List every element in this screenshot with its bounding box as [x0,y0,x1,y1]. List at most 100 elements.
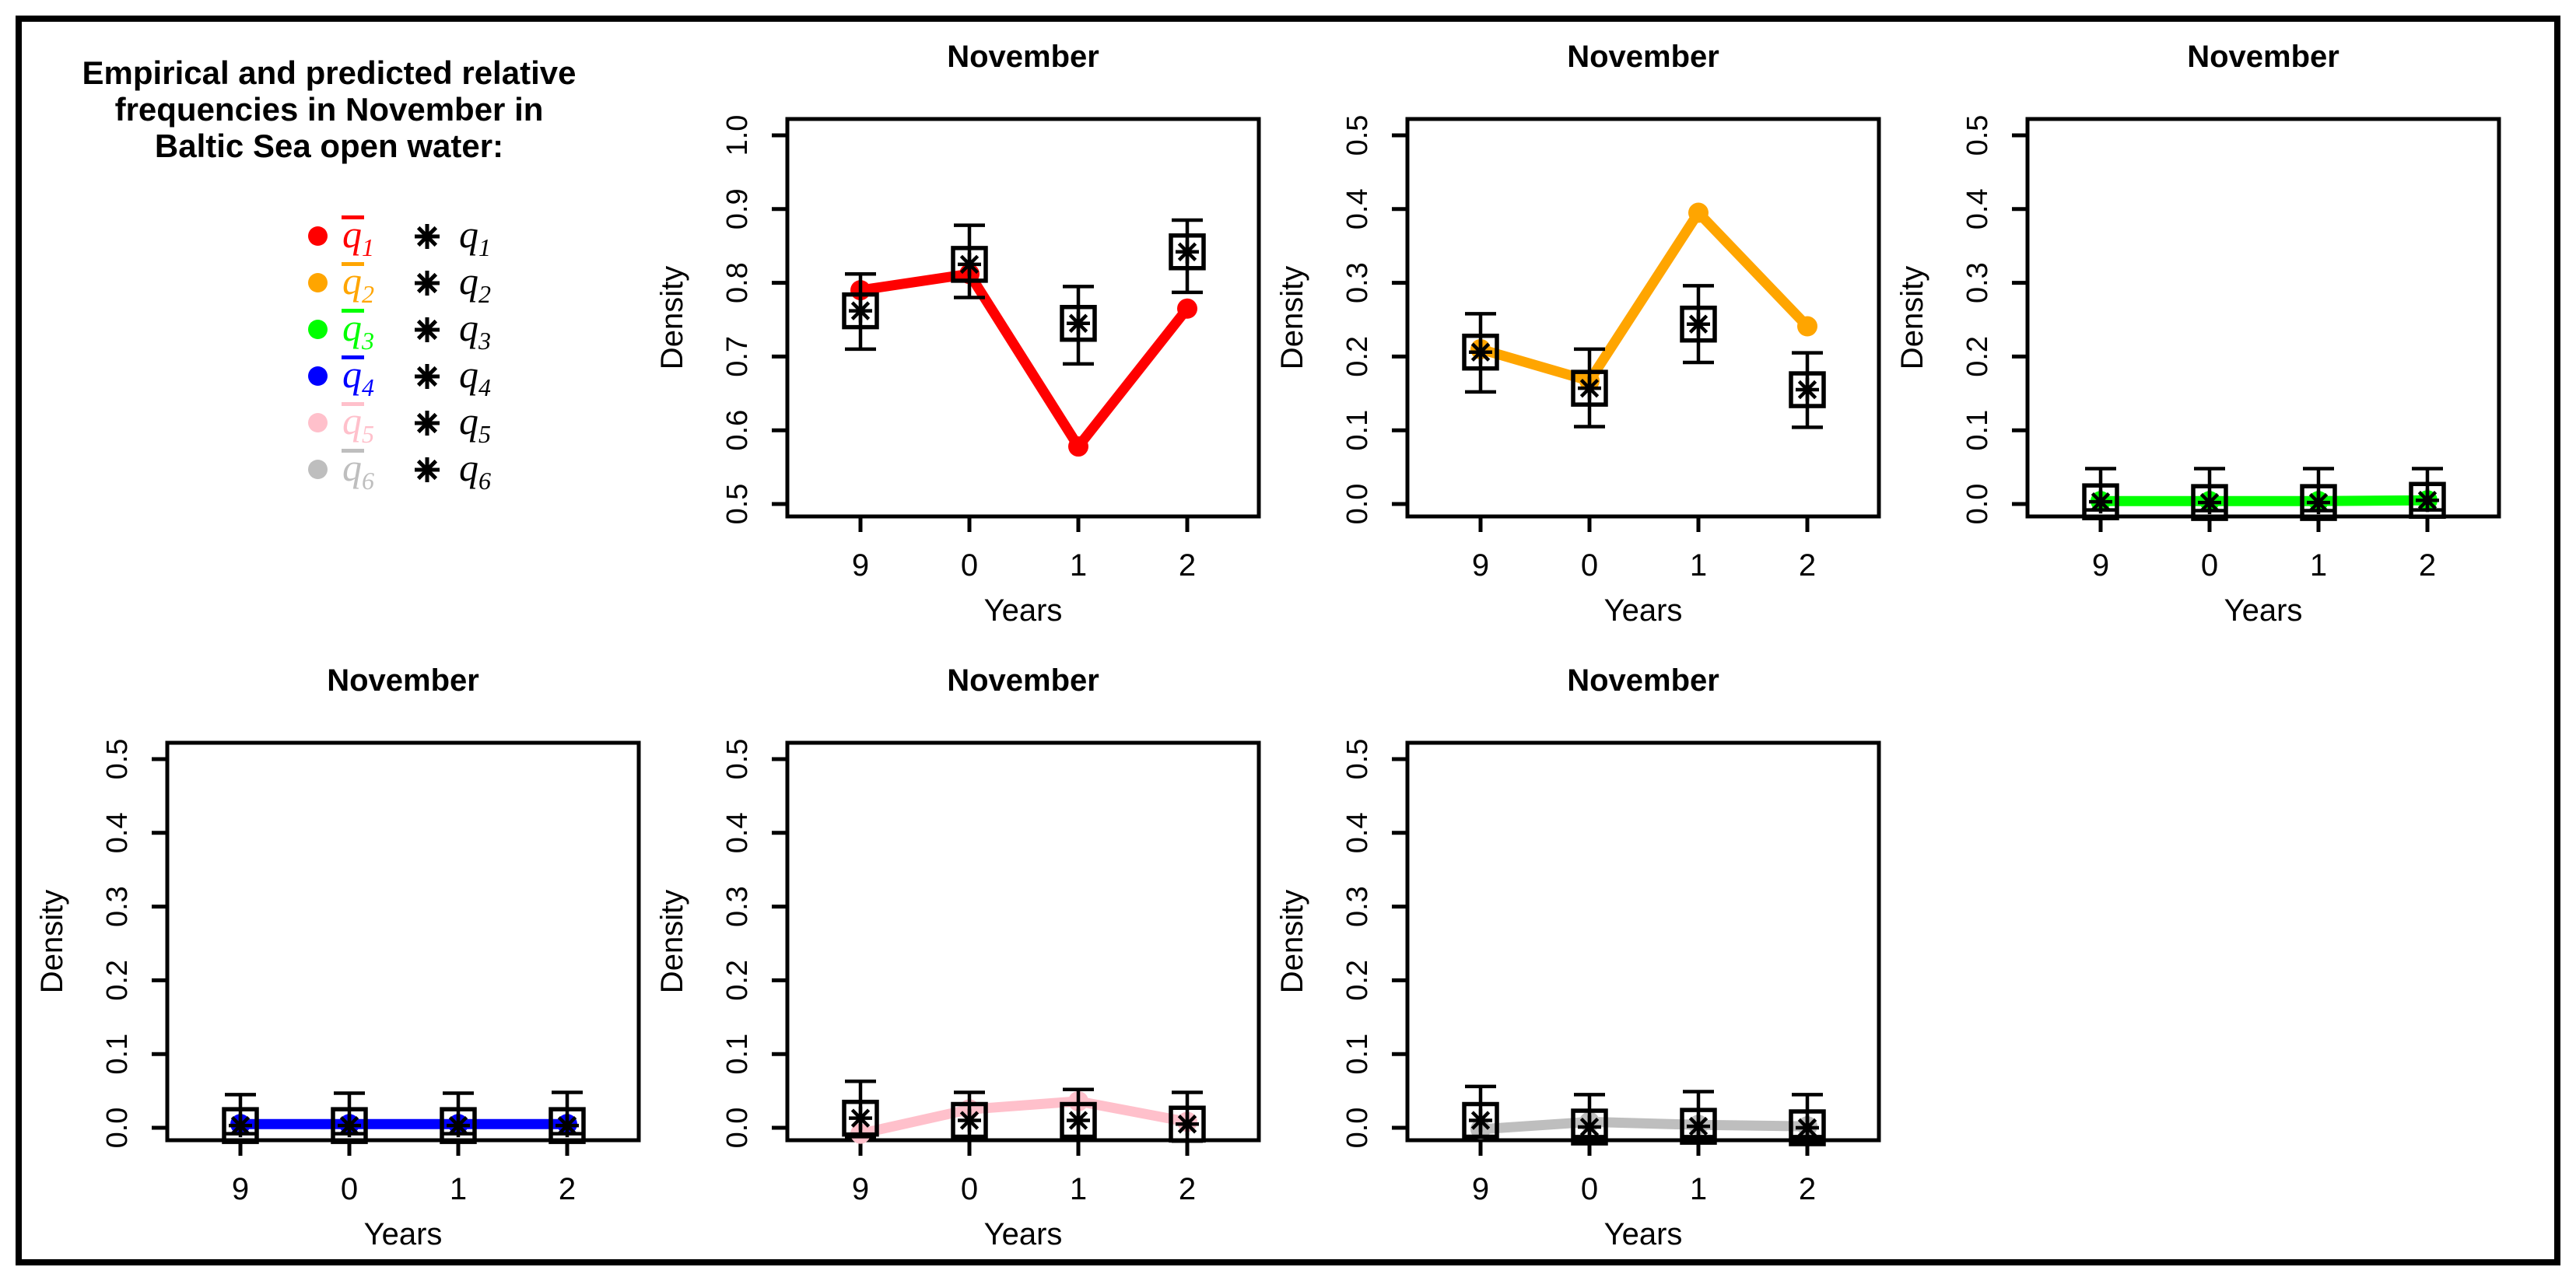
q-symbol: q [459,399,478,443]
y-tick-label: 0.4 [1341,812,1374,853]
y-tick-label: 0.0 [1341,484,1374,525]
q-bar-symbol: q [342,212,364,256]
y-tick-label: 0.1 [101,1034,134,1075]
q-bar-symbol: q [342,306,364,349]
x-axis-label: Years [984,593,1063,628]
plot-title: November [327,663,479,698]
predicted-point [1797,316,1817,337]
square-outline [222,1107,259,1144]
q-subscript: 4 [362,373,374,401]
q-subscript: 5 [362,420,374,448]
q-bar-symbol: q [342,446,364,489]
y-axis-label: Density [655,890,689,993]
asterisk-icon [1067,311,1090,335]
y-tick-label: 0.2 [1961,336,1994,377]
square-outline [2082,483,2119,520]
x-tick-label: 0 [961,548,978,583]
predicted-line [1475,208,1813,387]
y-tick-label: 0.5 [1341,739,1374,780]
asterisk-icon [1796,1116,1819,1139]
square-outline [951,1101,988,1139]
plot-title: November [1567,663,1719,698]
asterisk-glyph [415,271,440,296]
q-bar-symbol: q [342,352,364,396]
square-outline [2300,484,2337,521]
q-subscript: 1 [362,233,374,261]
y-axis-label: Density [1895,266,1929,369]
predicted-line [855,268,1193,452]
legend-entry: q4 q4 [303,352,584,401]
predicted-point [1177,298,1197,319]
square-outline [1789,371,1826,408]
empirical-marker [222,1107,259,1144]
asterisk-icon [2089,490,2112,514]
plot-box [2025,117,2501,519]
asterisk-icon [1578,376,1601,401]
empirical-marker [951,1101,988,1139]
y-tick-label: 0.5 [721,739,754,780]
plot-title: November [947,40,1099,74]
x-tick-label: 0 [961,1172,978,1206]
y-axis-label: Density [35,890,69,993]
plot-title: November [1567,40,1719,74]
x-axis-label: Years [2224,593,2303,628]
asterisk-icon [415,317,440,342]
asterisk-icon [1578,1115,1601,1139]
y-tick-label: 0.1 [1341,1034,1374,1075]
legend-entry: q6 q6 [303,446,584,495]
x-tick-label: 9 [2092,548,2109,583]
x-tick-label: 1 [2310,548,2327,583]
square-outline [1571,369,1608,407]
q-subscript: 5 [478,420,491,448]
x-axis-label: Years [1604,593,1683,628]
predicted-q-label: q5 [342,399,374,448]
square-outline [1060,1101,1097,1139]
legend-title: Empirical and predicted relative frequen… [22,54,636,164]
legend-title-line: frequencies in November in [114,91,544,128]
empirical-marker [1571,369,1608,407]
square-outline [842,1099,879,1137]
asterisk-icon [1469,1108,1492,1132]
empirical-marker [2300,484,2337,521]
y-tick-label: 1.0 [721,115,754,156]
plot-box [785,117,1261,519]
empirical-marker [1789,1109,1826,1146]
series-color-dot [308,460,328,479]
empirical-marker [2409,481,2446,520]
asterisk-icon [958,252,981,276]
square-outline [1462,1101,1499,1139]
y-tick-label: 0.1 [721,1034,754,1075]
y-tick-label: 0.4 [1961,188,1994,229]
plot-panel-q6: November 0.0 0.1 0.2 0.3 0.4 0.5 9 0 1 2 Years Densi… [1275,663,1881,1251]
plot-box [165,740,641,1143]
empirical-q-label: q3 [459,306,491,355]
square-outline [951,246,988,283]
x-tick-label: 2 [1799,548,1816,583]
square-outline [2191,484,2228,521]
empirical-marker [1789,371,1826,408]
x-tick-label: 0 [1581,1172,1598,1206]
square-outline [1169,233,1206,271]
legend-entry: q1 q1 [303,212,584,261]
y-tick-label: 0.9 [721,188,754,229]
asterisk-icon [1687,312,1710,336]
asterisk-glyph [415,364,440,389]
x-tick-label: 1 [1690,1172,1707,1206]
plot-panel-q5: November 0.0 0.1 0.2 0.3 0.4 0.5 9 0 1 2 Years Densi… [655,663,1261,1251]
x-tick-label: 2 [1179,1172,1196,1206]
x-tick-label: 0 [2201,548,2218,583]
x-tick-label: 9 [852,548,869,583]
y-tick-label: 0.4 [721,812,754,853]
square-outline [2409,481,2446,520]
asterisk-glyph [415,317,440,342]
y-axis-label: Density [1275,266,1309,369]
plot-box [1405,117,1881,519]
legend-entry: q3 q3 [303,306,584,355]
x-axis-label: Years [1604,1217,1683,1251]
asterisk-icon [447,1114,470,1138]
predicted-line [2095,495,2433,506]
square-outline [548,1107,586,1144]
empirical-marker [1060,1101,1097,1139]
empirical-marker [1462,333,1499,371]
